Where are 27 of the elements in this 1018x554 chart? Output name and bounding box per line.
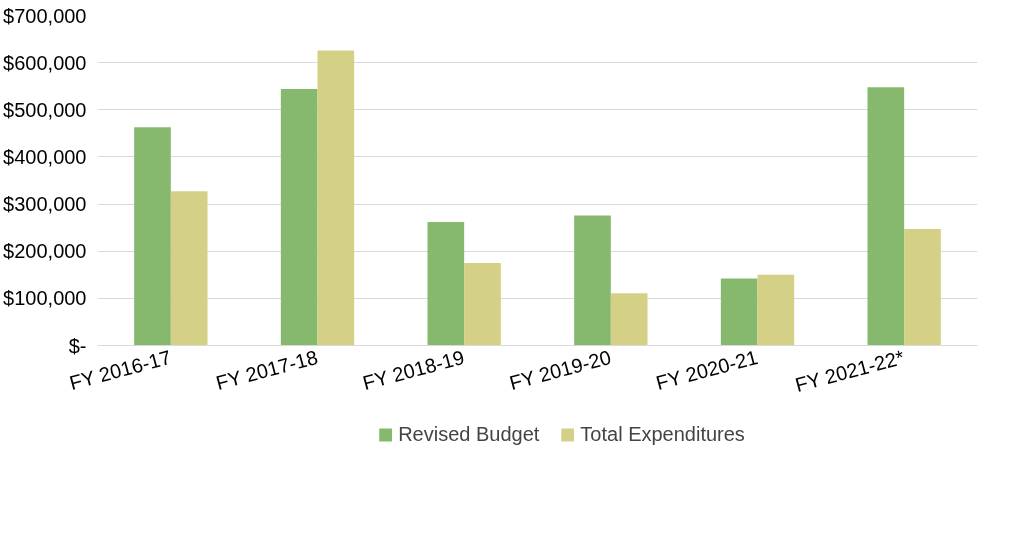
bar (867, 87, 905, 346)
bar (280, 89, 318, 346)
y-tick-label: $100,000 (3, 287, 87, 310)
bar (610, 293, 648, 346)
legend-label: Total Expenditures (580, 422, 745, 446)
bar (317, 50, 355, 346)
y-tick-label: $200,000 (3, 240, 87, 263)
x-tick-label: FY 2018-19 (360, 345, 467, 394)
x-tick-label: FY 2021-22* (792, 345, 907, 396)
bar (757, 274, 795, 346)
bar (170, 191, 208, 346)
x-tick-label: FY 2020-21 (653, 345, 760, 394)
x-tick-label: FY 2019-20 (507, 345, 614, 394)
y-tick-label: $500,000 (3, 98, 87, 121)
bar (574, 215, 611, 346)
legend-label: Revised Budget (398, 422, 540, 446)
y-tick-label: $300,000 (3, 193, 87, 216)
y-tick-label: $400,000 (3, 145, 87, 168)
bar (464, 263, 501, 346)
y-tick-label: $600,000 (3, 51, 87, 74)
bar (904, 229, 941, 346)
bar (720, 278, 758, 346)
bar (427, 221, 465, 346)
bar (134, 127, 171, 346)
y-tick-label: $700,000 (3, 4, 87, 27)
y-tick-label: $- (68, 334, 87, 357)
x-tick-label: FY 2017-18 (213, 345, 320, 394)
